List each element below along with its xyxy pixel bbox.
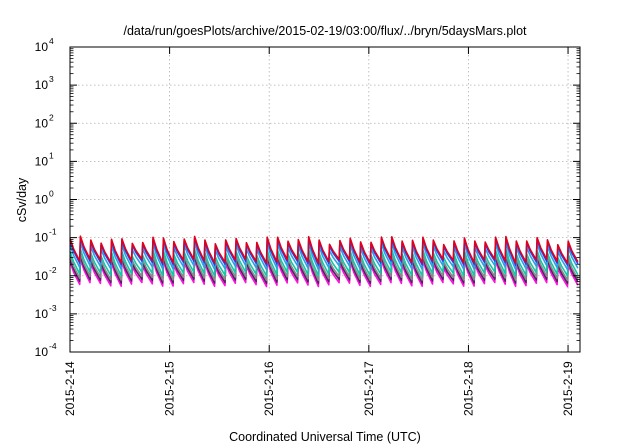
y-tick-label: 10: [35, 193, 49, 207]
y-tick-exponent: -3: [49, 303, 57, 313]
series-line: [69, 252, 579, 282]
series-line: [69, 258, 579, 288]
x-tick-label: 2015-2-14: [63, 361, 77, 416]
series-line: [69, 255, 579, 285]
y-tick-label: 10: [35, 78, 49, 92]
y-tick-exponent: 4: [49, 36, 54, 46]
x-axis-label: Coordinated Universal Time (UTC): [229, 430, 421, 444]
x-tick-label: 2015-2-18: [461, 361, 475, 416]
y-tick-exponent: -4: [49, 341, 57, 351]
y-tick-label: 10: [35, 231, 49, 245]
series-layer: [69, 235, 579, 288]
grid: [69, 47, 580, 352]
y-tick-label: 10: [35, 307, 49, 321]
ticks: [69, 46, 580, 353]
x-tick-label: 2015-2-19: [561, 361, 575, 416]
y-tick-exponent: -2: [49, 265, 57, 275]
x-tick-label: 2015-2-17: [362, 361, 376, 416]
x-tick-labels: 2015-2-14 2015-2-15 2015-2-16 2015-2-17 2015…: [63, 361, 575, 416]
y-tick-exponent: 2: [49, 112, 54, 122]
x-tick-label: 2015-2-15: [163, 361, 177, 416]
x-tick-label: 2015-2-16: [262, 361, 276, 416]
y-tick-label: 10: [35, 40, 49, 54]
series-line: [69, 235, 579, 264]
y-tick-exponent: 3: [49, 74, 54, 84]
y-axis-label: cSv/day: [15, 177, 29, 222]
chart-title: /data/run/goesPlots/archive/2015-02-19/0…: [123, 24, 527, 38]
y-tick-exponent: 0: [49, 189, 54, 199]
y-tick-label: 10: [35, 116, 49, 130]
y-tick-label: 10: [35, 269, 49, 283]
y-tick-exponent: 1: [49, 150, 54, 160]
y-tick-label: 10: [35, 345, 49, 359]
series-line: [69, 248, 579, 277]
y-tick-label: 10: [35, 154, 49, 168]
y-tick-exponent: -1: [49, 227, 57, 237]
series-line: [69, 241, 579, 271]
